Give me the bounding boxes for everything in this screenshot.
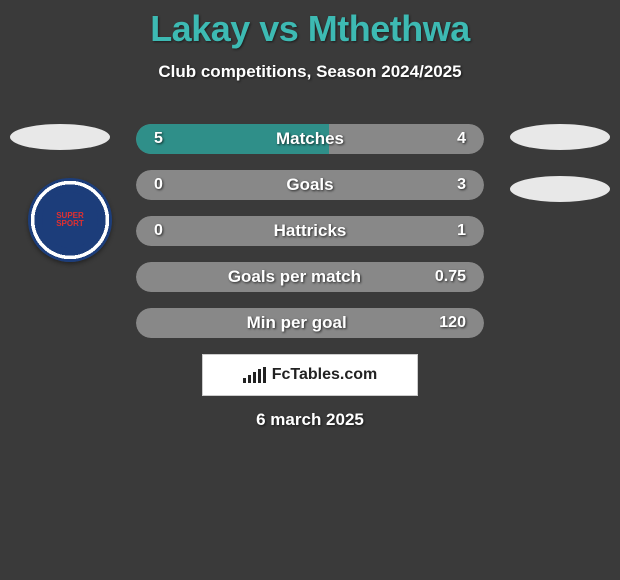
player-right-badge-placeholder-2 — [510, 176, 610, 202]
stat-right-value: 4 — [457, 130, 466, 148]
stat-left-value: 0 — [154, 222, 163, 240]
stat-label: Goals — [286, 175, 333, 195]
stat-left-value: 5 — [154, 130, 163, 148]
stat-label: Matches — [276, 129, 344, 149]
club-logo: SUPER SPORT — [28, 178, 112, 262]
stat-right-value: 120 — [439, 314, 466, 332]
brand-box[interactable]: FcTables.com — [202, 354, 418, 396]
brand-name: FcTables.com — [272, 366, 378, 384]
club-logo-text: SUPER SPORT — [42, 192, 98, 248]
stat-row-min-per-goal: Min per goal 120 — [136, 308, 484, 338]
player-left-badge-placeholder — [10, 124, 110, 150]
stat-row-matches: 5 Matches 4 — [136, 124, 484, 154]
stat-right-value: 0.75 — [435, 268, 466, 286]
bar-chart-icon — [243, 367, 266, 383]
stat-left-value: 0 — [154, 176, 163, 194]
player-right-badge-placeholder-1 — [510, 124, 610, 150]
stat-row-goals: 0 Goals 3 — [136, 170, 484, 200]
stat-right-value: 1 — [457, 222, 466, 240]
date-label: 6 march 2025 — [0, 410, 620, 430]
page-title: Lakay vs Mthethwa — [0, 0, 620, 50]
stat-row-goals-per-match: Goals per match 0.75 — [136, 262, 484, 292]
stat-label: Min per goal — [247, 313, 347, 333]
stat-label: Goals per match — [228, 267, 361, 287]
stat-right-value: 3 — [457, 176, 466, 194]
page-subtitle: Club competitions, Season 2024/2025 — [0, 62, 620, 82]
stat-label: Hattricks — [274, 221, 347, 241]
stat-row-hattricks: 0 Hattricks 1 — [136, 216, 484, 246]
